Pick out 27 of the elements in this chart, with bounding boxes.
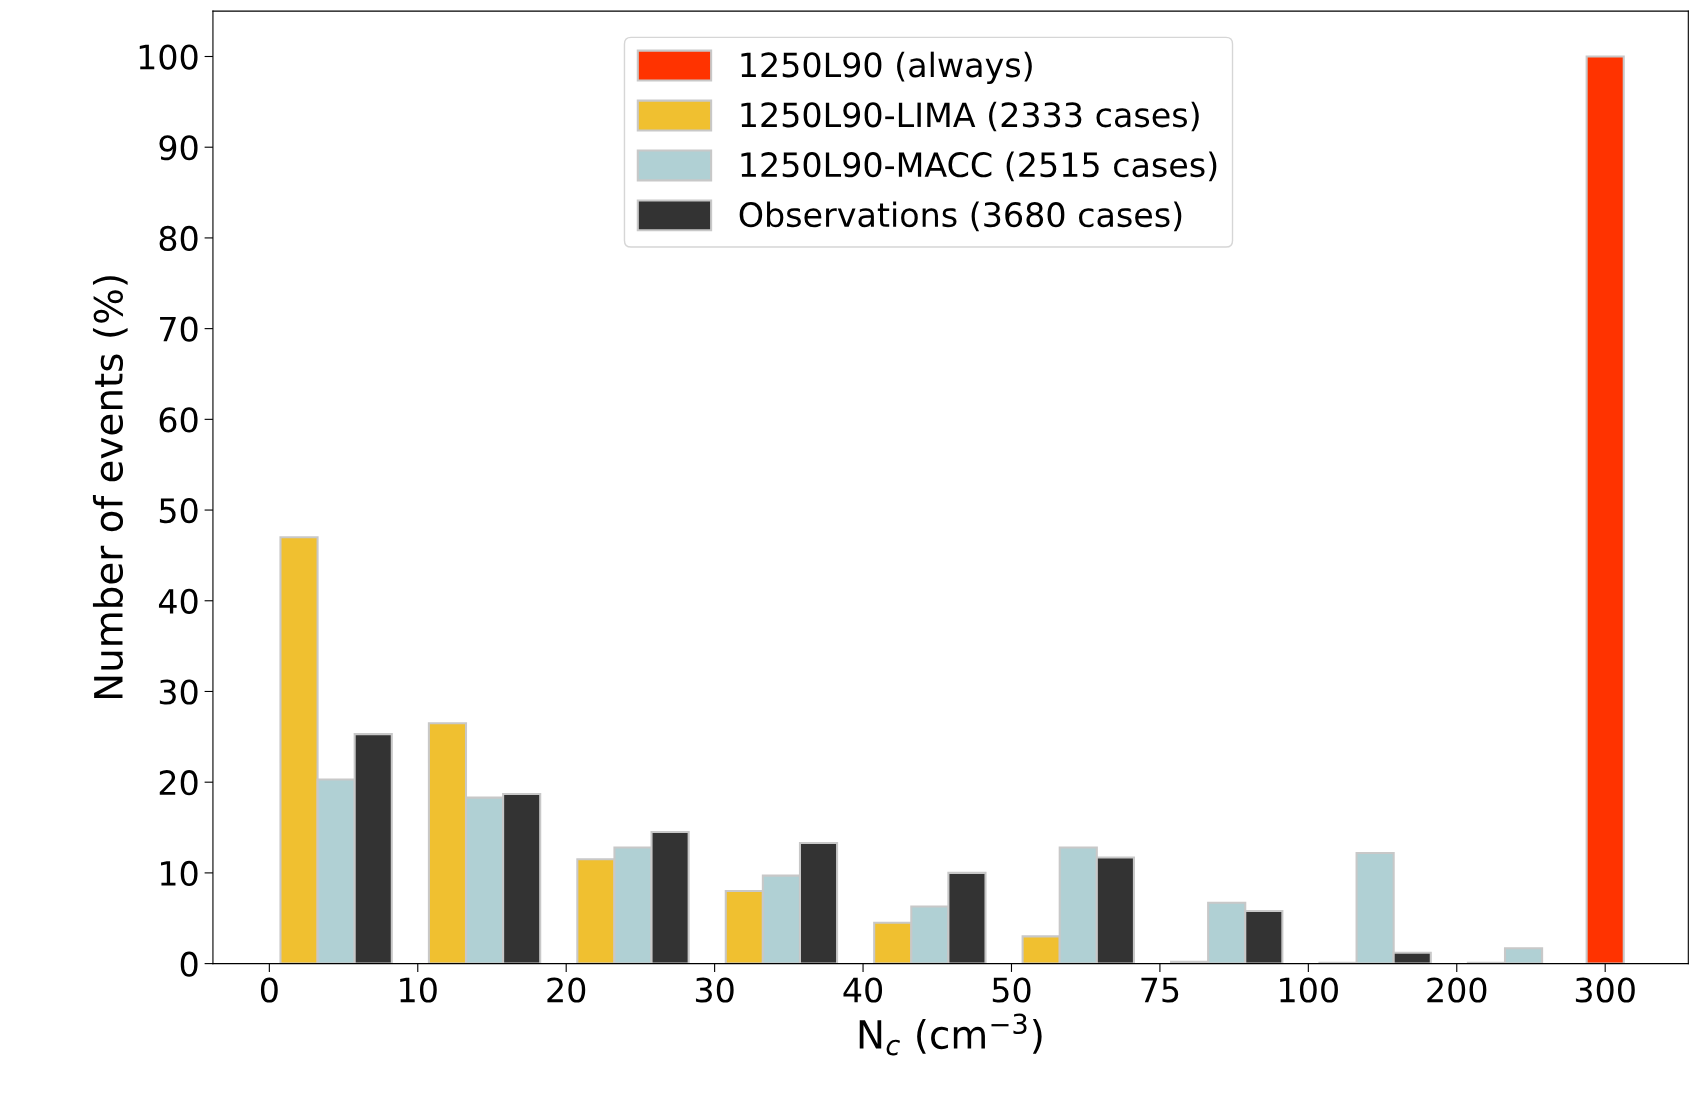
y-tick-label: 50 [159,497,198,524]
legend-label: 1250L90 (always) [741,51,1032,84]
y-tick-label: 100 [139,44,198,70]
x-tick-label: 10 [400,977,437,1003]
y-tick-label: 90 [159,135,198,161]
y-axis-title: Number of events (%) [92,276,128,699]
legend-label: 1250L90-LIMA (2333 cases) [741,101,1199,132]
y-tick-label: 80 [159,225,198,252]
x-tick-label: 40 [843,977,883,1003]
y-tick-label: 20 [159,770,198,796]
x-tick-label: 0 [260,977,278,1003]
x-tick-label: 75 [1141,977,1179,1003]
y-tick-label: 70 [160,316,198,342]
y-tick-label: 30 [159,679,198,705]
x-tick-label: 30 [695,977,734,1003]
x-tick-label: 20 [547,977,586,1003]
y-tick-label: 60 [159,407,198,433]
x-axis-title: N$_{c}$ (cm$^{−3}$) [859,1013,1042,1056]
y-tick-label: 0 [180,951,198,977]
y-tick-label: 10 [160,860,198,887]
x-tick-label: 300 [1575,977,1635,1003]
x-tick-label: 200 [1427,977,1487,1003]
legend-label: 1250L90-MACC (2515 cases) [741,151,1217,182]
legend-label: Observations (3680 cases) [739,201,1182,232]
x-tick-label: 100 [1280,977,1338,1003]
y-tick-label: 40 [158,588,198,614]
x-tick-label: 50 [992,977,1031,1003]
